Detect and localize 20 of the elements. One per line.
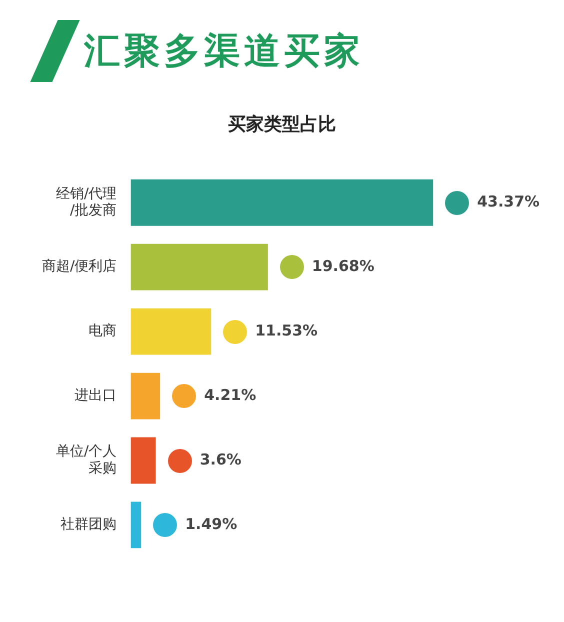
data-label: 43.37%: [477, 192, 540, 211]
y-tick-label: 社群团购: [60, 516, 117, 533]
data-label: 19.68%: [312, 256, 374, 275]
bar: [130, 244, 268, 290]
y-tick-label: 商超/便利店: [42, 258, 117, 275]
chart-subtitle: 买家类型占比: [227, 113, 337, 136]
chart-title: 汇聚多渠道买家: [84, 30, 364, 74]
y-tick-label: 经销/代理/批发商: [56, 186, 117, 219]
bar: [130, 179, 434, 226]
data-label: 11.53%: [255, 321, 318, 340]
data-label: 1.49%: [185, 514, 238, 533]
bar: [130, 308, 212, 355]
data-label: 4.21%: [204, 386, 256, 404]
data-label: 3.6%: [200, 450, 242, 468]
bar: [130, 437, 156, 484]
y-tick-label: 电商: [88, 323, 117, 340]
bar: [130, 372, 160, 420]
y-tick-label: 单位/个人采购: [56, 444, 117, 477]
y-tick-label: 进出口: [74, 388, 117, 404]
bar: [130, 502, 142, 548]
